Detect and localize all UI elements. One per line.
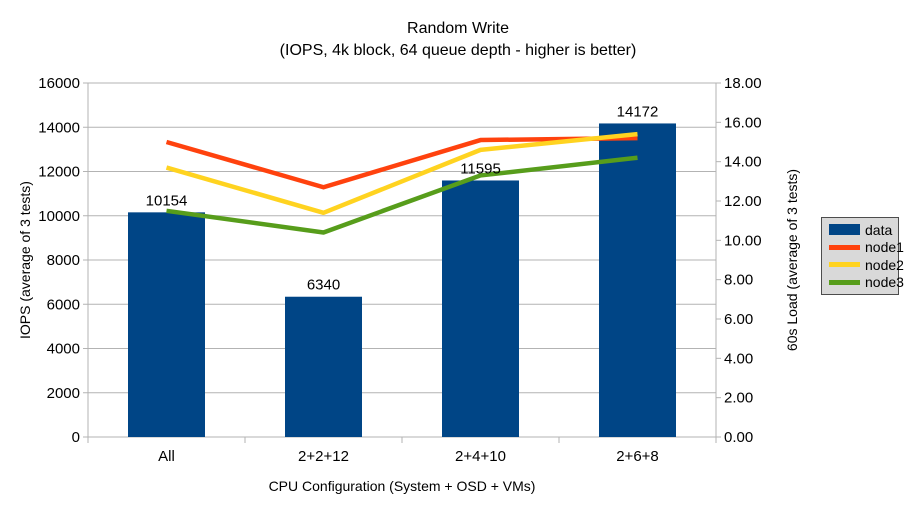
y-tick-label-right: 10.00 <box>724 232 762 249</box>
bar-data <box>285 296 362 437</box>
y-axis-title-left: IOPS (average of 3 tests) <box>17 181 33 339</box>
bar-data-label: 14172 <box>617 103 659 120</box>
bar-data-label: 10154 <box>146 192 188 209</box>
legend-item-data: data <box>829 222 898 238</box>
legend-label: data <box>865 221 893 238</box>
y-tick-label-left: 8000 <box>47 252 80 269</box>
line-series <box>165 131 638 235</box>
y-tick-label-left: 10000 <box>38 208 80 225</box>
chart-legend: data node1 node2 node3 <box>821 217 904 295</box>
y-tick-label-right: 2.00 <box>724 390 753 407</box>
y-tick-label-left: 12000 <box>38 164 80 181</box>
tick-labels: 0 2000 4000 6000 8000 10000 12000 14000 16000 0.0… <box>38 75 761 465</box>
y-tick-label-left: 2000 <box>47 385 80 402</box>
bar-data-label: 11595 <box>460 160 501 177</box>
chart-title: Random Write <box>407 20 509 37</box>
y-tick-label-left: 4000 <box>47 341 80 358</box>
y-tick-label-right: 4.00 <box>724 350 753 367</box>
y-tick-label-right: 12.00 <box>724 193 762 210</box>
legend-label: node1 <box>865 239 904 256</box>
y-tick-label-left: 6000 <box>47 296 80 313</box>
y-tick-label-right: 0.00 <box>724 429 753 446</box>
legend-label: node3 <box>865 274 904 291</box>
bar-data <box>599 123 676 437</box>
chart-subtitle: (IOPS, 4k block, 64 queue depth - higher… <box>280 42 637 59</box>
legend-line-swatch <box>829 262 860 268</box>
data-labels: 10154 6340 11595 14172 <box>146 103 659 293</box>
legend-line-swatch <box>829 279 860 285</box>
category-label: 2+6+8 <box>616 448 659 465</box>
x-axis-title: CPU Configuration (System + OSD + VMs) <box>269 478 536 494</box>
y-tick-label-left: 14000 <box>38 119 80 136</box>
y-tick-label-left: 16000 <box>38 75 80 92</box>
y-tick-label-left: 0 <box>72 429 80 446</box>
legend-label: node2 <box>865 256 904 273</box>
legend-bar-swatch <box>829 224 860 236</box>
legend-line-swatch <box>829 244 860 250</box>
y-tick-label-right: 14.00 <box>724 154 762 171</box>
category-label: 2+2+12 <box>298 448 349 465</box>
legend-item-node2: node2 <box>829 257 904 273</box>
y-tick-label-right: 6.00 <box>724 311 753 328</box>
line-node3 <box>166 155 638 235</box>
line-node2 <box>165 131 638 216</box>
bar-series <box>128 123 676 437</box>
category-label: 2+4+10 <box>455 448 506 465</box>
y-tick-label-right: 16.00 <box>724 114 762 131</box>
line-node1 <box>165 135 638 190</box>
legend-item-node1: node1 <box>829 239 904 255</box>
y-tick-label-right: 8.00 <box>724 272 753 289</box>
legend-item-node3: node3 <box>829 274 904 290</box>
y-tick-label-right: 18.00 <box>724 75 762 92</box>
bar-data <box>442 180 519 437</box>
category-label: All <box>158 448 175 465</box>
bar-data-label: 6340 <box>307 277 340 294</box>
bar-data <box>128 212 205 437</box>
y-axis-title-right: 60s Load (average of 3 tests) <box>784 169 800 351</box>
